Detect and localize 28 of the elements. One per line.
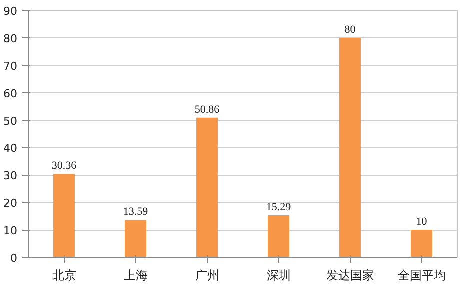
y-tick-label: 0 (10, 252, 18, 265)
y-tick-label: 40 (4, 142, 18, 156)
x-tick-label: 广州 (195, 268, 220, 282)
y-tick-label: 30 (4, 170, 18, 183)
data-label: 30.36 (52, 160, 78, 172)
bar (54, 174, 75, 258)
bar (268, 216, 290, 258)
x-tick-label: 北京 (52, 268, 76, 282)
data-label: 13.59 (123, 206, 149, 218)
data-label: 80 (344, 24, 356, 36)
x-tick-label: 深圳 (266, 268, 291, 282)
x-tick-label: 上海 (124, 268, 148, 282)
bar (125, 220, 146, 258)
data-label: 15.29 (266, 202, 292, 214)
y-tick-label: 80 (4, 32, 18, 46)
y-tick-label: 90 (4, 5, 18, 18)
bar (340, 38, 361, 258)
y-tick-label: 10 (4, 224, 18, 238)
data-label: 50.86 (194, 104, 220, 116)
data-label: 10 (416, 216, 428, 228)
y-tick-label: 70 (4, 60, 18, 73)
bar (196, 118, 218, 258)
x-tick-label: 全国平均 (398, 268, 446, 282)
y-tick-label: 20 (4, 197, 18, 210)
y-tick-label: 60 (4, 87, 18, 100)
y-tick-label: 50 (4, 114, 18, 128)
x-tick-label: 发达国家 (326, 268, 374, 282)
bar (411, 230, 432, 258)
